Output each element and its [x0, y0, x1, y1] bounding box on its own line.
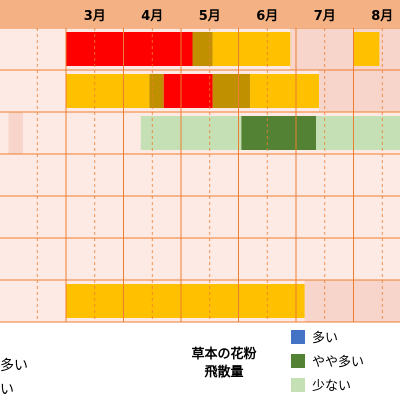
pollen-bar-peak — [66, 32, 193, 66]
pollen-bar-medium — [353, 32, 380, 66]
pollen-bar-peak — [163, 74, 213, 108]
legend-swatch-little — [291, 378, 305, 392]
legend-left: 多い い — [0, 357, 28, 398]
calendar-row-shade — [290, 28, 400, 70]
month-header: 3月4月5月6月7月8月9月 — [0, 0, 400, 28]
calendar-row-shade — [319, 70, 400, 112]
calendar-row-background — [0, 238, 400, 280]
legend-label-many: 多い — [312, 330, 338, 346]
calendar-bars — [66, 32, 400, 318]
pollen-bar-some — [241, 116, 317, 150]
calendar-row-background — [0, 196, 400, 238]
legend-left-label-2: い — [0, 382, 14, 398]
legend-title-line-1: 草本の花粉 — [191, 346, 256, 362]
month-label: 7月 — [314, 9, 336, 24]
pollen-bar-high — [212, 74, 250, 108]
month-header-background — [0, 0, 400, 28]
month-label: 4月 — [141, 9, 163, 24]
pollen-bar-high — [192, 32, 213, 66]
month-label: 3月 — [84, 9, 106, 24]
calendar-row-shade — [8, 112, 23, 154]
calendar-row-background — [0, 154, 400, 196]
month-label: 6月 — [256, 9, 278, 24]
pollen-bar-medium — [66, 74, 150, 108]
legend-left-label-1: 多い — [0, 357, 28, 374]
legend-swatch-many — [291, 330, 305, 344]
calendar-background — [0, 28, 400, 322]
calendar-row-shade — [304, 280, 400, 322]
pollen-bar-little — [140, 116, 242, 150]
pollen-bar-medium — [66, 284, 305, 318]
month-label: 8月 — [371, 9, 393, 24]
month-label: 5月 — [199, 9, 221, 24]
legend-title-line-2: 飛散量 — [203, 364, 243, 380]
pollen-bar-little — [316, 116, 400, 150]
pollen-bar-medium — [212, 32, 291, 66]
legend-swatch-some — [291, 354, 305, 368]
pollen-bar-medium — [250, 74, 319, 108]
legend-label-little: 少ない — [312, 379, 351, 394]
pollen-bar-high — [149, 74, 164, 108]
legend-label-some: やや多い — [312, 354, 364, 370]
